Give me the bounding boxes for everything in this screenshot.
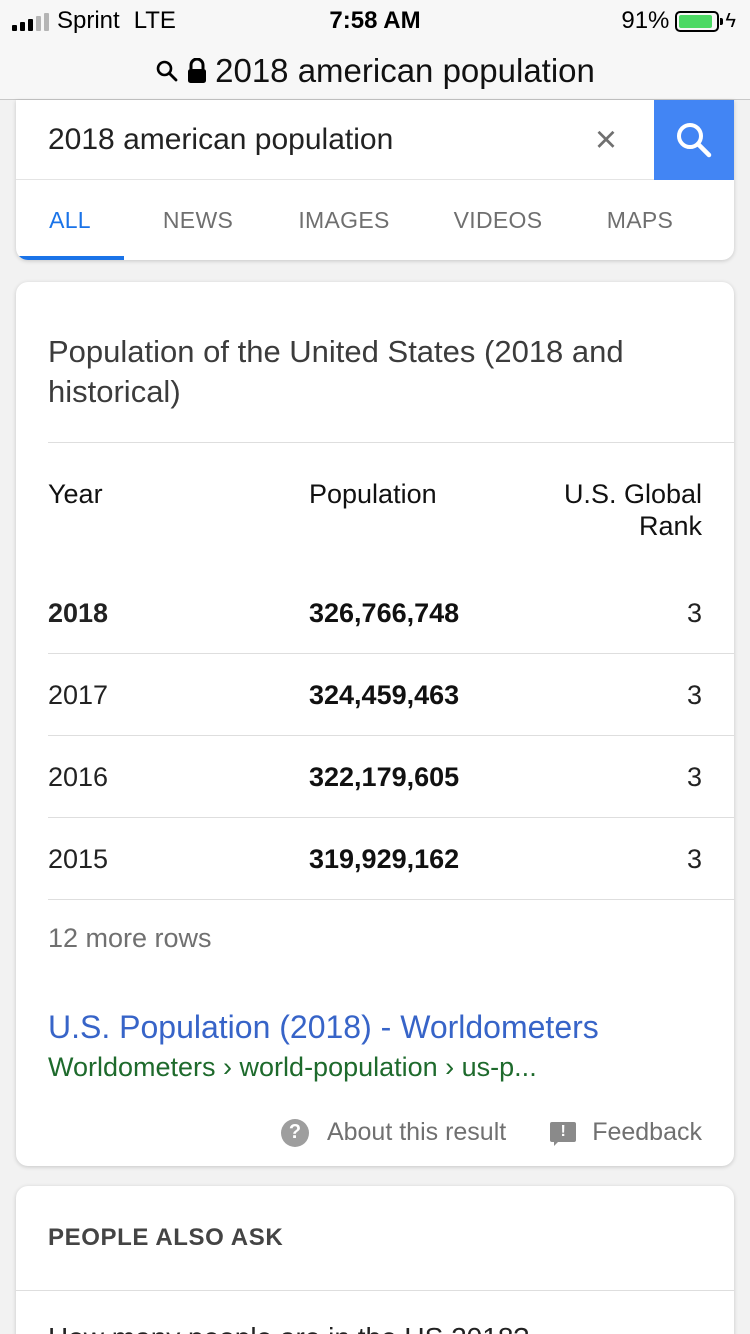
cell-population: 322,179,605	[309, 762, 460, 792]
search-button[interactable]	[654, 100, 734, 180]
help-icon[interactable]: ?	[280, 1118, 309, 1147]
cell-year: 2018	[48, 598, 109, 628]
battery-icon	[675, 10, 724, 32]
about-result-link[interactable]: About this result	[326, 1118, 507, 1146]
search-tabs: ALL NEWS IMAGES VIDEOS MAPS	[16, 180, 734, 260]
table-row: 2016 322,179,605 3	[48, 736, 702, 818]
result-breadcrumb-url[interactable]: Worldometers › world-population › us-p..…	[48, 1052, 537, 1082]
people-also-ask-card: PEOPLE ALSO ASK How many people are in t…	[16, 1186, 734, 1334]
cell-rank: 3	[686, 598, 702, 628]
status-right: 91% ϟ	[621, 7, 736, 35]
table-row: 2018 326,766,748 3	[48, 572, 702, 654]
clock: 7:58 AM	[329, 7, 421, 34]
lock-icon	[187, 57, 207, 84]
divider	[16, 1290, 734, 1291]
cell-population: 326,766,748	[309, 598, 460, 628]
cell-year: 2015	[48, 844, 109, 874]
address-text: 2018 american population	[215, 51, 595, 89]
search-icon	[677, 123, 712, 158]
result-footer: ? About this result ! Feedback	[280, 1118, 702, 1147]
column-header-rank: U.S. Global Rank	[563, 479, 702, 541]
tab-maps[interactable]: MAPS	[606, 206, 674, 233]
search-box-card: × ALL NEWS IMAGES VIDEOS MAPS	[16, 100, 734, 260]
feedback-icon[interactable]: !	[550, 1121, 577, 1146]
cell-population: 324,459,463	[309, 680, 460, 710]
question-item[interactable]: How many people are in the US 2018?	[48, 1322, 529, 1334]
signal-strength-icon	[12, 11, 49, 31]
carrier-name: Sprint	[57, 7, 120, 34]
charging-bolt-icon: ϟ	[725, 9, 736, 32]
chevron-down-icon[interactable]: ⌄	[676, 1324, 694, 1334]
network-type: LTE	[133, 7, 176, 34]
search-input[interactable]	[48, 120, 568, 160]
table-row: 2017 324,459,463 3	[48, 654, 702, 736]
search-icon	[155, 59, 179, 83]
battery-percent: 91%	[621, 7, 670, 34]
result-link-title[interactable]: U.S. Population (2018) - Worldometers	[48, 1009, 599, 1045]
cell-rank: 3	[686, 680, 702, 710]
close-icon: ×	[594, 118, 618, 161]
featured-result-card: Population of the United States (2018 an…	[16, 282, 734, 1166]
more-rows-link[interactable]: 12 more rows	[48, 923, 212, 953]
clear-search-button[interactable]: ×	[584, 118, 628, 162]
feedback-link[interactable]: Feedback	[592, 1118, 702, 1146]
column-header-year: Year	[48, 479, 103, 509]
divider	[48, 442, 734, 443]
status-bar: Sprint LTE 7:58 AM 91% ϟ	[0, 0, 750, 42]
cell-population: 319,929,162	[309, 844, 460, 874]
tab-all[interactable]: ALL	[16, 180, 124, 260]
cell-year: 2017	[48, 680, 109, 710]
divider	[48, 899, 734, 900]
tab-images[interactable]: IMAGES	[298, 206, 390, 233]
column-header-population: Population	[309, 479, 437, 509]
result-title: Population of the United States (2018 an…	[48, 334, 624, 409]
divider	[48, 653, 734, 654]
cell-rank: 3	[686, 762, 702, 792]
battery-fill	[679, 14, 713, 28]
status-left: Sprint LTE	[12, 7, 176, 35]
people-also-ask-title: PEOPLE ALSO ASK	[48, 1224, 284, 1251]
tab-news[interactable]: NEWS	[162, 206, 234, 233]
address-bar[interactable]: 2018 american population	[0, 42, 750, 100]
cell-rank: 3	[686, 844, 702, 874]
divider	[48, 817, 734, 818]
search-row: ×	[16, 100, 734, 180]
divider	[48, 735, 734, 736]
cell-year: 2016	[48, 762, 109, 792]
tab-videos[interactable]: VIDEOS	[453, 206, 543, 233]
table-row: 2015 319,929,162 3	[48, 818, 702, 900]
